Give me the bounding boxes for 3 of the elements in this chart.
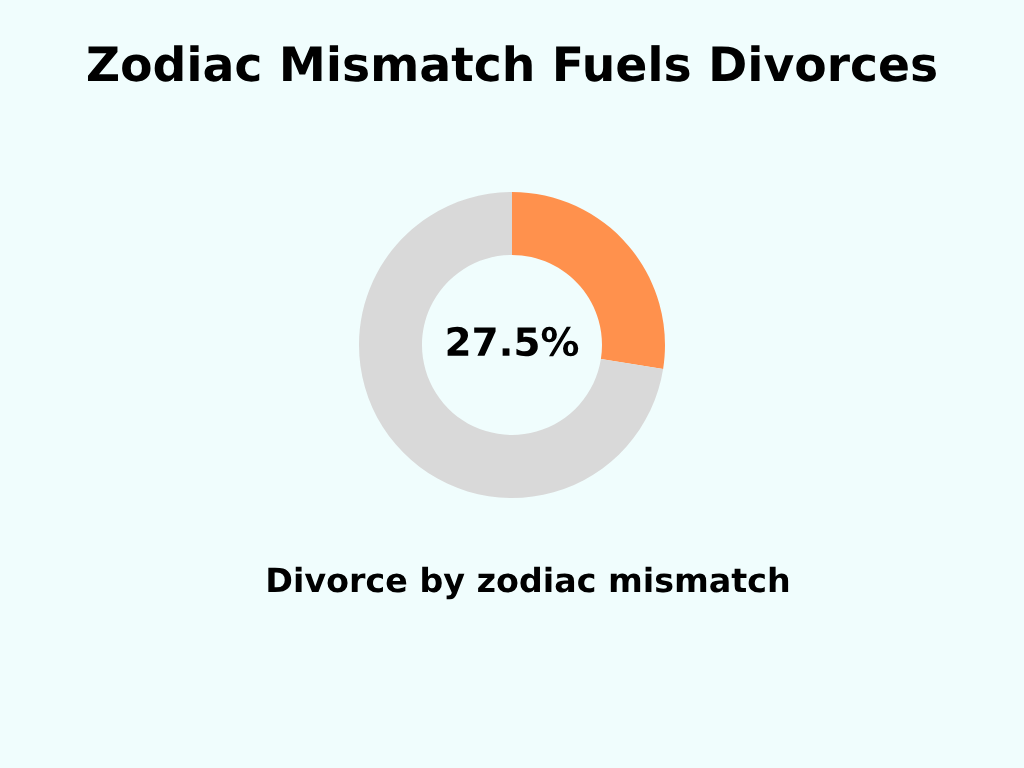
data-label: 27.5%: [447, 326, 579, 357]
chart-title: Zodiac Mismatch Fuels Divorces: [87, 45, 936, 82]
text: Divorce by zodiac mismatch: [268, 566, 789, 600]
